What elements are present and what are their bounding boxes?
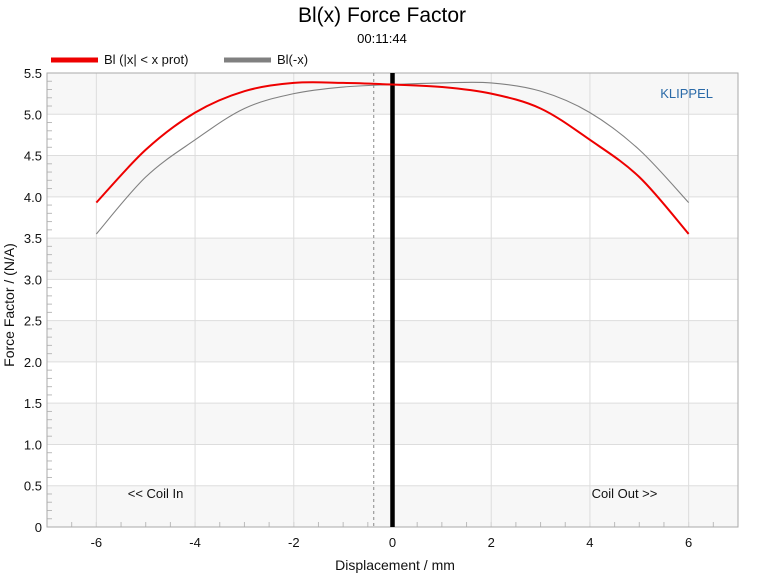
annotation-label: << Coil In — [128, 486, 184, 501]
chart-title: Bl(x) Force Factor — [298, 4, 466, 27]
y-tick-label: 2.0 — [24, 355, 42, 370]
y-tick-label: 0 — [35, 520, 42, 535]
x-tick-label: -2 — [288, 535, 300, 550]
x-tick-label: 0 — [389, 535, 396, 550]
series-lines — [95, 81, 690, 235]
y-tick-label: 4.5 — [24, 149, 42, 164]
y-tick-label: 3.5 — [24, 231, 42, 246]
x-tick-label: 6 — [685, 535, 692, 550]
annotation-label: Coil Out >> — [592, 486, 658, 501]
legend-label: Bl (|x| < x prot) — [104, 52, 188, 67]
y-tick-label: 5.5 — [24, 66, 42, 81]
vertical-markers — [373, 73, 395, 527]
x-tick-label: 4 — [586, 535, 593, 550]
series-line-bl-xprot — [95, 81, 690, 235]
y-tick-label: 5.0 — [24, 107, 42, 122]
y-tick-label: 1.5 — [24, 396, 42, 411]
y-tick-label: 0.5 — [24, 479, 42, 494]
legend-label: Bl(-x) — [277, 52, 308, 67]
x-tick-label: -4 — [189, 535, 201, 550]
y-tick-label: 1.0 — [24, 437, 42, 452]
x-tick-label: -6 — [91, 535, 103, 550]
y-tick-label: 3.0 — [24, 272, 42, 287]
x-axis-label: Displacement / mm — [335, 557, 455, 573]
chart-subtitle: 00:11:44 — [357, 31, 407, 46]
legend: Bl (|x| < x prot) Bl(-x) — [51, 52, 308, 67]
x-tick-label: 2 — [488, 535, 495, 550]
annotations: << Coil In Coil Out >> — [128, 486, 658, 501]
minor-ticks — [46, 80, 739, 527]
x-axis-ticks: -6 -4 -2 0 2 4 6 — [91, 535, 693, 550]
y-tick-label: 2.5 — [24, 314, 42, 329]
y-tick-label: 4.0 — [24, 190, 42, 205]
y-axis-ticks: 0 0.5 1.0 1.5 2.0 2.5 3.0 3.5 4.0 4.5 5.0 5.5 — [24, 66, 42, 535]
brand-label: KLIPPEL — [660, 86, 713, 101]
y-axis-label: Force Factor / (N/A) — [1, 243, 17, 367]
